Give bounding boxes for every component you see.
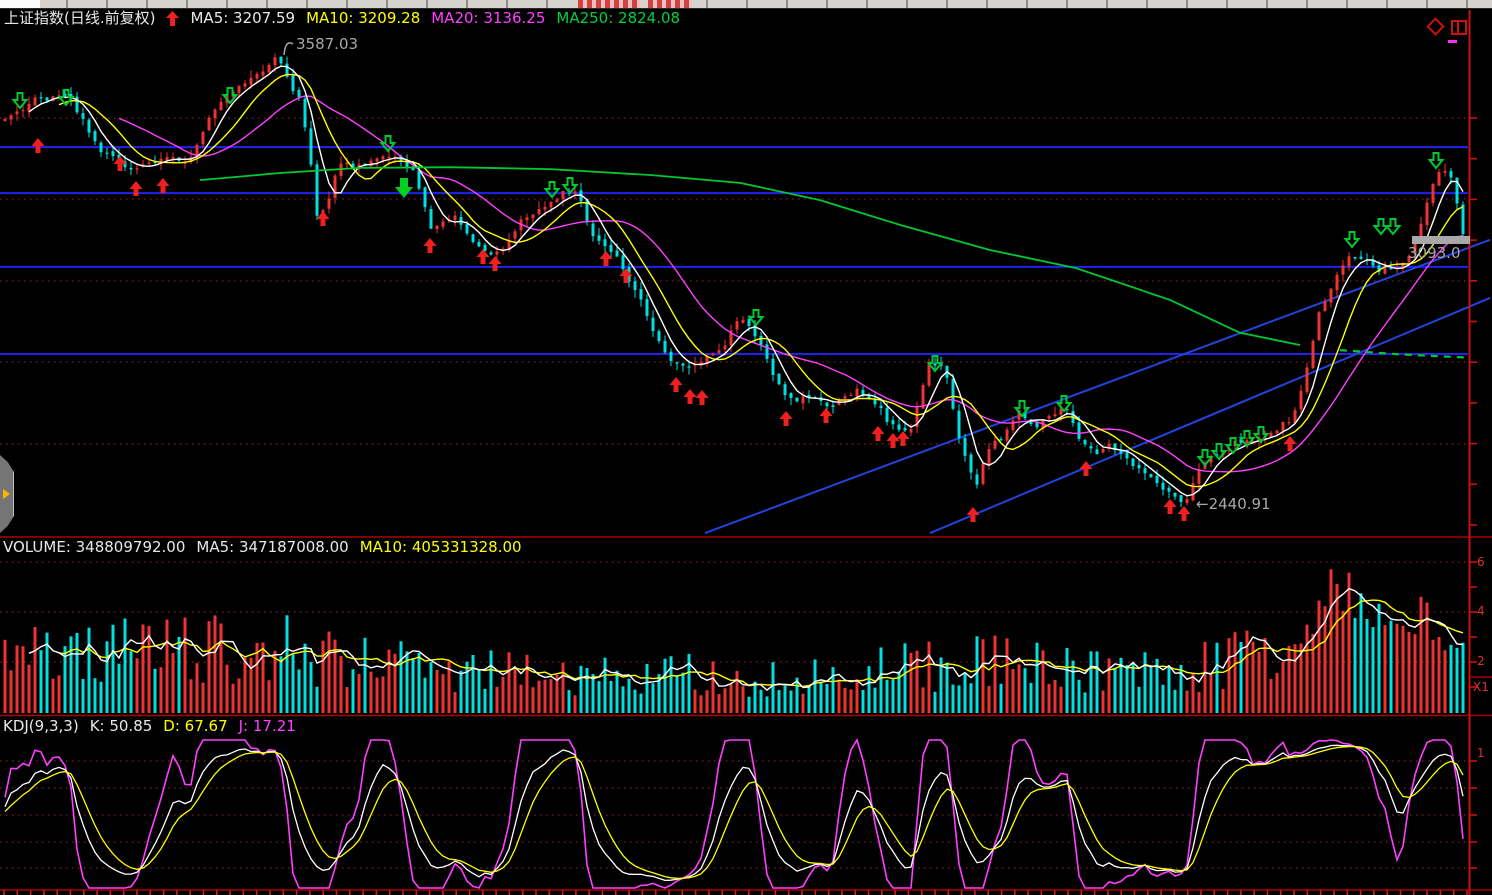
toolbar-button-remnant[interactable] <box>578 0 640 8</box>
peak-price-label: 3587.03 <box>296 35 359 53</box>
volume-axis-label: 4 <box>1477 604 1485 618</box>
ma250-value-label: MA250: 2824.08 <box>556 9 681 27</box>
last-price-tag: 3093.0 <box>1408 244 1461 262</box>
low-price-label: ←2440.91 <box>1196 495 1271 513</box>
kdj-layer <box>4 738 1464 889</box>
kdj-k-label: K: 50.85 <box>89 717 153 735</box>
magenta-marker-icon <box>1448 40 1457 43</box>
panel-expand-icon <box>3 489 10 499</box>
kdj-axis-label: 1 <box>1477 746 1485 760</box>
volume-ma-layer <box>28 587 1464 692</box>
volume-multiplier-label: X1 <box>1473 680 1489 694</box>
kdj-header: KDJ(9,3,3) K: 50.85 D: 67.67 J: 17.21 <box>3 719 296 734</box>
split-window-icon[interactable] <box>1451 20 1467 35</box>
axes-layer <box>0 10 1492 895</box>
volume-header: VOLUME: 348809792.00 MA5: 347187008.00 M… <box>3 540 522 555</box>
toolbar-button-remnant[interactable] <box>648 0 692 8</box>
kdj-j-label: J: 17.21 <box>238 717 296 735</box>
volume-axis-label: 6 <box>1477 555 1485 569</box>
volume-bars-layer <box>3 569 1465 713</box>
top-toolbar-cropped[interactable] <box>0 0 1492 9</box>
kdj-d-label: D: 67.67 <box>163 717 228 735</box>
price-tag-handle[interactable] <box>1412 236 1470 244</box>
trend-lines <box>704 238 1491 535</box>
volume-ma10-label: MA10: 405331328.00 <box>359 538 522 556</box>
ma10-value-label: MA10: 3209.28 <box>306 9 421 27</box>
candles-layer <box>3 53 1465 508</box>
sidebar-expand-handle[interactable] <box>0 455 14 533</box>
up-arrow-icon <box>166 11 180 26</box>
volume-value-label: VOLUME: 348809792.00 <box>3 538 186 556</box>
kdj-indicator-label: KDJ(9,3,3) <box>3 717 79 735</box>
peak-pointer-icon <box>281 38 295 59</box>
toolbar-white-box <box>0 0 40 8</box>
volume-ma5-label: MA5: 347187008.00 <box>196 538 349 556</box>
price-ma-layer <box>28 65 1469 497</box>
ma5-value-label: MA5: 3207.59 <box>190 9 296 27</box>
ma20-value-label: MA20: 3136.25 <box>431 9 546 27</box>
instrument-title: 上证指数(日线.前复权) <box>4 9 156 27</box>
volume-axis-label: 2 <box>1477 654 1485 668</box>
main-chart-header: 上证指数(日线.前复权) MA5: 3207.59 MA10: 3209.28 … <box>4 11 680 26</box>
signal-arrows-layer <box>11 87 1445 522</box>
